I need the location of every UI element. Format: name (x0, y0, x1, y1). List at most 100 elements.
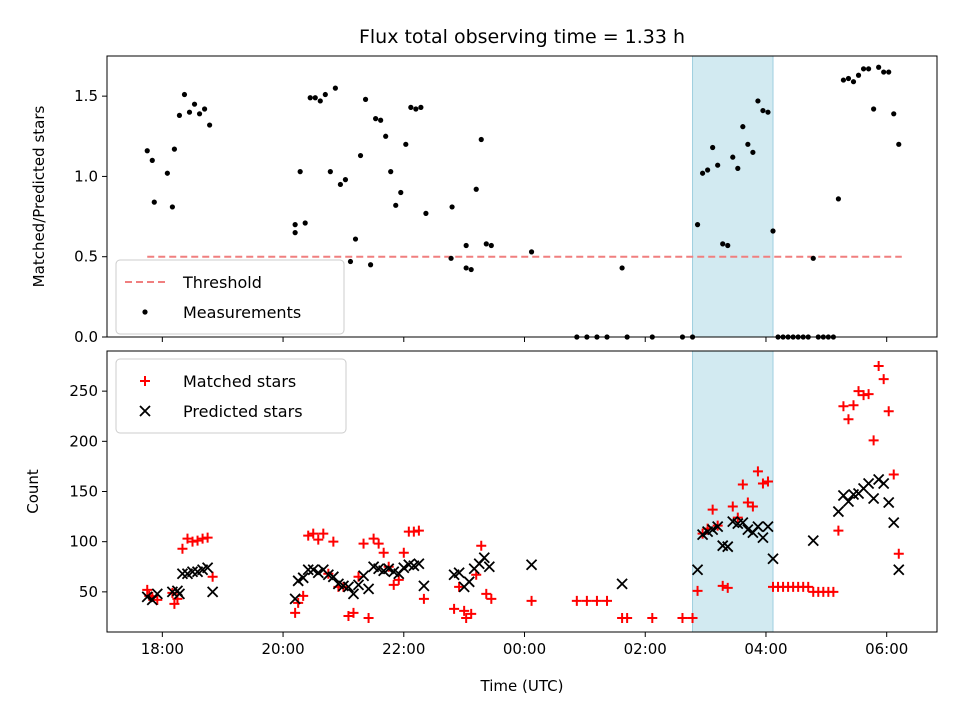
matched-star-point (647, 612, 658, 623)
matched-star-point (142, 584, 153, 595)
matched-star-point (757, 478, 768, 489)
matched-star-point (742, 497, 753, 508)
predicted-star-point (893, 564, 905, 576)
matched-star-point (398, 547, 409, 558)
measurement-point (327, 169, 333, 175)
legend-predicted-swatch (139, 405, 151, 417)
x-tick-label: 20:00 (261, 640, 304, 658)
predicted-star-point (888, 516, 900, 529)
matched-star-point (863, 389, 874, 400)
predicted-star-point (327, 571, 340, 583)
predicted-star-point (463, 576, 475, 588)
legend-box (115, 259, 345, 335)
measurement-point (860, 66, 867, 72)
legend-threshold-label: Threshold (182, 273, 262, 292)
measurement-point (151, 199, 157, 205)
measurement-point (876, 64, 882, 70)
matched-star-point (318, 528, 329, 539)
matched-star-point (848, 400, 859, 411)
measurement-point (418, 104, 424, 110)
measurement-point (705, 167, 711, 173)
matched-star-point (828, 586, 839, 597)
legend-series-label: Predicted stars (183, 402, 303, 421)
predicted-star-point (347, 588, 360, 600)
measurement-point (449, 204, 455, 210)
measurement-point (403, 141, 409, 147)
measurement-point (720, 241, 726, 247)
measurement-point (149, 157, 155, 163)
predicted-star-point (742, 523, 754, 536)
measurement-point (292, 222, 298, 228)
y-tick-label: 50 (79, 583, 98, 601)
matched-star-point (207, 571, 218, 582)
matched-star-point (373, 538, 384, 549)
predicted-star-point (289, 593, 301, 605)
predicted-star-point (352, 579, 365, 591)
matched-star-point (481, 588, 492, 599)
matched-star-point (290, 607, 301, 618)
predicted-star-point (176, 568, 189, 580)
measurement-point (871, 106, 877, 112)
predicted-star-point (141, 591, 153, 603)
matched-star-point (358, 538, 369, 549)
measurement-point (528, 249, 535, 255)
measurement-point (448, 255, 454, 261)
matched-star-point (486, 593, 497, 604)
y-tick-label: 0.0 (74, 328, 98, 346)
measurement-point (755, 98, 761, 104)
matched-star-point (762, 476, 773, 487)
measurement-point (347, 258, 354, 265)
y-axis-label: Count (24, 469, 42, 514)
measurement-point (891, 111, 897, 117)
measurement-point (201, 106, 208, 112)
measurement-point (207, 122, 213, 128)
predicted-star-point (722, 541, 734, 553)
chart-title: Flux total observing time = 1.33 h (359, 26, 685, 48)
measurement-point (694, 222, 701, 228)
matched-star-point (378, 547, 389, 558)
predicted-star-point (453, 567, 465, 579)
predicted-star-point (312, 567, 324, 579)
matched-star-point (476, 540, 487, 551)
predicted-star-point (737, 516, 749, 529)
measurement-point (855, 72, 862, 78)
matched-star-point (707, 504, 718, 515)
measurement-point (317, 98, 323, 104)
predicted-star-point (525, 559, 538, 571)
predicted-star-point (867, 492, 880, 505)
matched-star-point (169, 598, 180, 609)
matched-star-point (888, 469, 899, 480)
matched-star-point (192, 535, 203, 546)
predicted-star-point (201, 562, 214, 574)
measurement-point (850, 79, 857, 85)
measurement-point (840, 77, 847, 83)
measurement-point (181, 91, 188, 98)
matched-star-point (838, 401, 849, 412)
measurement-point (297, 169, 303, 175)
matched-star-point (343, 610, 354, 621)
predicted-star-point (762, 520, 774, 533)
matched-star-point (466, 608, 477, 619)
matched-star-point (388, 579, 399, 590)
measurement-point (302, 220, 308, 226)
measurement-point (725, 242, 731, 249)
predicted-star-point (483, 561, 495, 573)
matched-star-point (187, 536, 198, 547)
predicted-star-point (707, 523, 719, 536)
measurement-point (473, 186, 479, 192)
matched-star-point (883, 406, 894, 417)
predicted-star-point (342, 581, 355, 593)
predicted-star-point (413, 558, 425, 570)
measurement-point (342, 177, 349, 183)
matched-star-point (591, 595, 602, 606)
matched-star-point (692, 585, 703, 596)
measurement-point (770, 228, 776, 234)
measurement-point (765, 109, 771, 115)
measurement-point (383, 133, 389, 139)
predicted-star-point (357, 570, 370, 582)
legend-series-label: Matched stars (183, 372, 296, 391)
measurement-point (478, 136, 484, 143)
predicted-star-point (757, 532, 769, 544)
matched-star-point (454, 581, 465, 592)
matched-star-point (853, 386, 864, 397)
